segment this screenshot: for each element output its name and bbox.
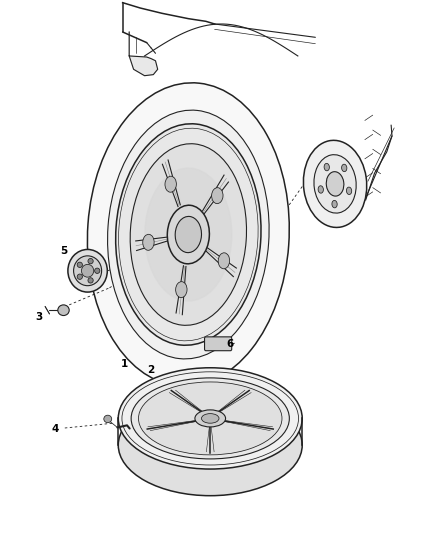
Text: 6: 6 (226, 339, 233, 349)
Ellipse shape (165, 176, 177, 192)
Ellipse shape (342, 164, 347, 172)
Ellipse shape (118, 394, 302, 496)
Ellipse shape (88, 83, 289, 386)
Ellipse shape (88, 259, 93, 264)
Text: 5: 5 (60, 246, 67, 255)
Ellipse shape (88, 278, 93, 283)
Text: 2: 2 (148, 366, 155, 375)
Ellipse shape (324, 164, 329, 171)
Polygon shape (145, 178, 188, 237)
Ellipse shape (58, 305, 69, 316)
Ellipse shape (81, 264, 94, 277)
Ellipse shape (130, 144, 247, 325)
Ellipse shape (95, 268, 100, 273)
Polygon shape (173, 168, 216, 235)
Ellipse shape (77, 274, 82, 279)
Polygon shape (185, 235, 225, 301)
Text: 3: 3 (35, 312, 42, 322)
Ellipse shape (138, 382, 282, 455)
Text: 4: 4 (51, 424, 58, 434)
Ellipse shape (143, 235, 154, 251)
Ellipse shape (201, 414, 219, 423)
Ellipse shape (346, 187, 352, 195)
Ellipse shape (118, 368, 302, 469)
Ellipse shape (326, 172, 344, 196)
Ellipse shape (167, 205, 209, 264)
Ellipse shape (131, 378, 290, 459)
Polygon shape (188, 193, 232, 260)
Polygon shape (129, 32, 158, 76)
Text: 1: 1 (121, 359, 128, 368)
Ellipse shape (318, 186, 323, 193)
Ellipse shape (212, 188, 223, 204)
Ellipse shape (332, 200, 337, 208)
Ellipse shape (68, 249, 107, 292)
Ellipse shape (176, 281, 187, 297)
Ellipse shape (108, 110, 269, 359)
Ellipse shape (175, 216, 201, 253)
Ellipse shape (77, 262, 82, 268)
Ellipse shape (116, 124, 261, 345)
FancyBboxPatch shape (205, 337, 232, 351)
Ellipse shape (304, 140, 367, 228)
Ellipse shape (74, 256, 102, 286)
Ellipse shape (314, 155, 356, 213)
Ellipse shape (104, 415, 112, 423)
Ellipse shape (195, 410, 226, 427)
Polygon shape (146, 235, 188, 298)
Ellipse shape (218, 253, 230, 269)
